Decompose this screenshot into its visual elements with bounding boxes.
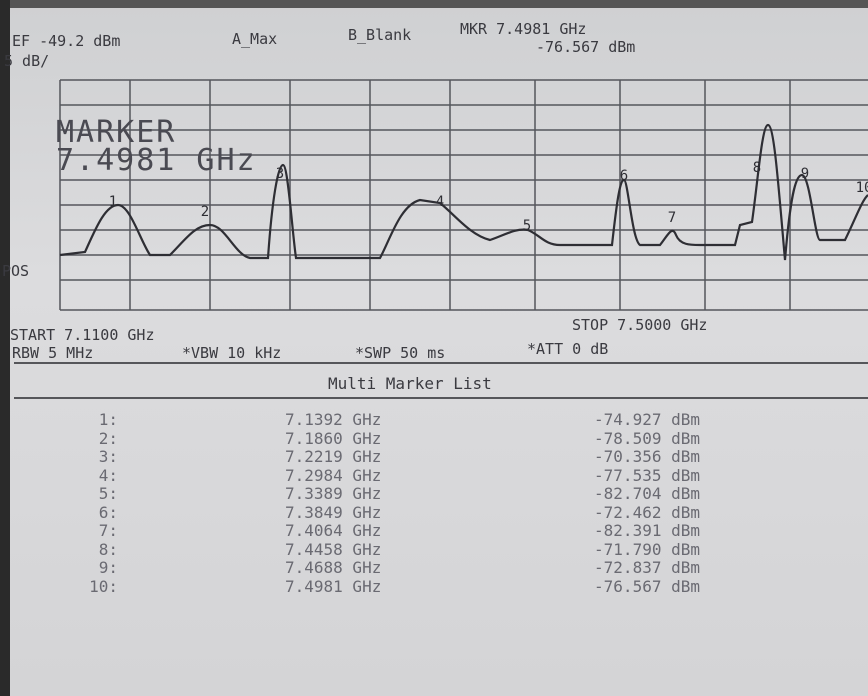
marker-index: 2: xyxy=(99,429,118,448)
marker-frequency: 7.1392 GHz xyxy=(285,410,381,429)
marker-index: 8: xyxy=(99,540,118,559)
marker-frequency: 7.4688 GHz xyxy=(285,558,381,577)
marker-level: -77.535 dBm xyxy=(594,466,700,485)
rbw: RBW 5 MHz xyxy=(12,346,93,361)
marker-label: 8 xyxy=(753,160,761,176)
attenuation: *ATT 0 dB xyxy=(527,342,608,357)
stop-freq: STOP 7.5000 GHz xyxy=(572,318,707,333)
marker-index: 9: xyxy=(99,558,118,577)
marker-level: -70.356 dBm xyxy=(594,447,700,466)
marker-level: -78.509 dBm xyxy=(594,429,700,448)
marker-frequency: 7.2219 GHz xyxy=(285,447,381,466)
marker-frequency: 7.4981 GHz xyxy=(285,577,381,596)
marker-label: 1 xyxy=(109,194,117,210)
marker-level: -74.927 dBm xyxy=(594,410,700,429)
table-title: Multi Marker List xyxy=(328,376,492,392)
marker-level: -76.567 dBm xyxy=(594,577,700,596)
marker-label: 2 xyxy=(201,204,209,220)
marker-level: -82.704 dBm xyxy=(594,484,700,503)
marker-label: 7 xyxy=(668,210,676,226)
marker-level: -72.462 dBm xyxy=(594,503,700,522)
marker-label: 9 xyxy=(801,166,809,182)
marker-frequency: 7.4458 GHz xyxy=(285,540,381,559)
marker-index: 5: xyxy=(99,484,118,503)
vbw: *VBW 10 kHz xyxy=(182,346,281,361)
marker-level: -82.391 dBm xyxy=(594,521,700,540)
sweep: *SWP 50 ms xyxy=(355,346,445,361)
marker-index: 6: xyxy=(99,503,118,522)
marker-label: 6 xyxy=(620,168,628,184)
marker-frequency: 7.1860 GHz xyxy=(285,429,381,448)
marker-label: 5 xyxy=(523,218,531,234)
grid xyxy=(60,80,868,310)
marker-value: 7.4981 GHz xyxy=(56,146,257,176)
marker-level: -71.790 dBm xyxy=(594,540,700,559)
pos-label: POS xyxy=(2,264,29,279)
marker-index: 10: xyxy=(89,577,118,596)
marker-label: 4 xyxy=(436,194,444,210)
marker-index: 1: xyxy=(99,410,118,429)
marker-table xyxy=(14,362,868,696)
marker-frequency: 7.3849 GHz xyxy=(285,503,381,522)
marker-label: 3 xyxy=(276,166,284,182)
marker-label: 10 xyxy=(856,180,868,196)
marker-frequency: 7.2984 GHz xyxy=(285,466,381,485)
marker-level: -72.837 dBm xyxy=(594,558,700,577)
marker-frequency: 7.3389 GHz xyxy=(285,484,381,503)
analyzer-screen: EF -49.2 dBm 5 dB/ A_Max B_Blank MKR 7.4… xyxy=(0,0,868,696)
marker-index: 7: xyxy=(99,521,118,540)
marker-index: 3: xyxy=(99,447,118,466)
marker-index: 4: xyxy=(99,466,118,485)
start-freq: START 7.1100 GHz xyxy=(10,328,155,343)
marker-frequency: 7.4064 GHz xyxy=(285,521,381,540)
